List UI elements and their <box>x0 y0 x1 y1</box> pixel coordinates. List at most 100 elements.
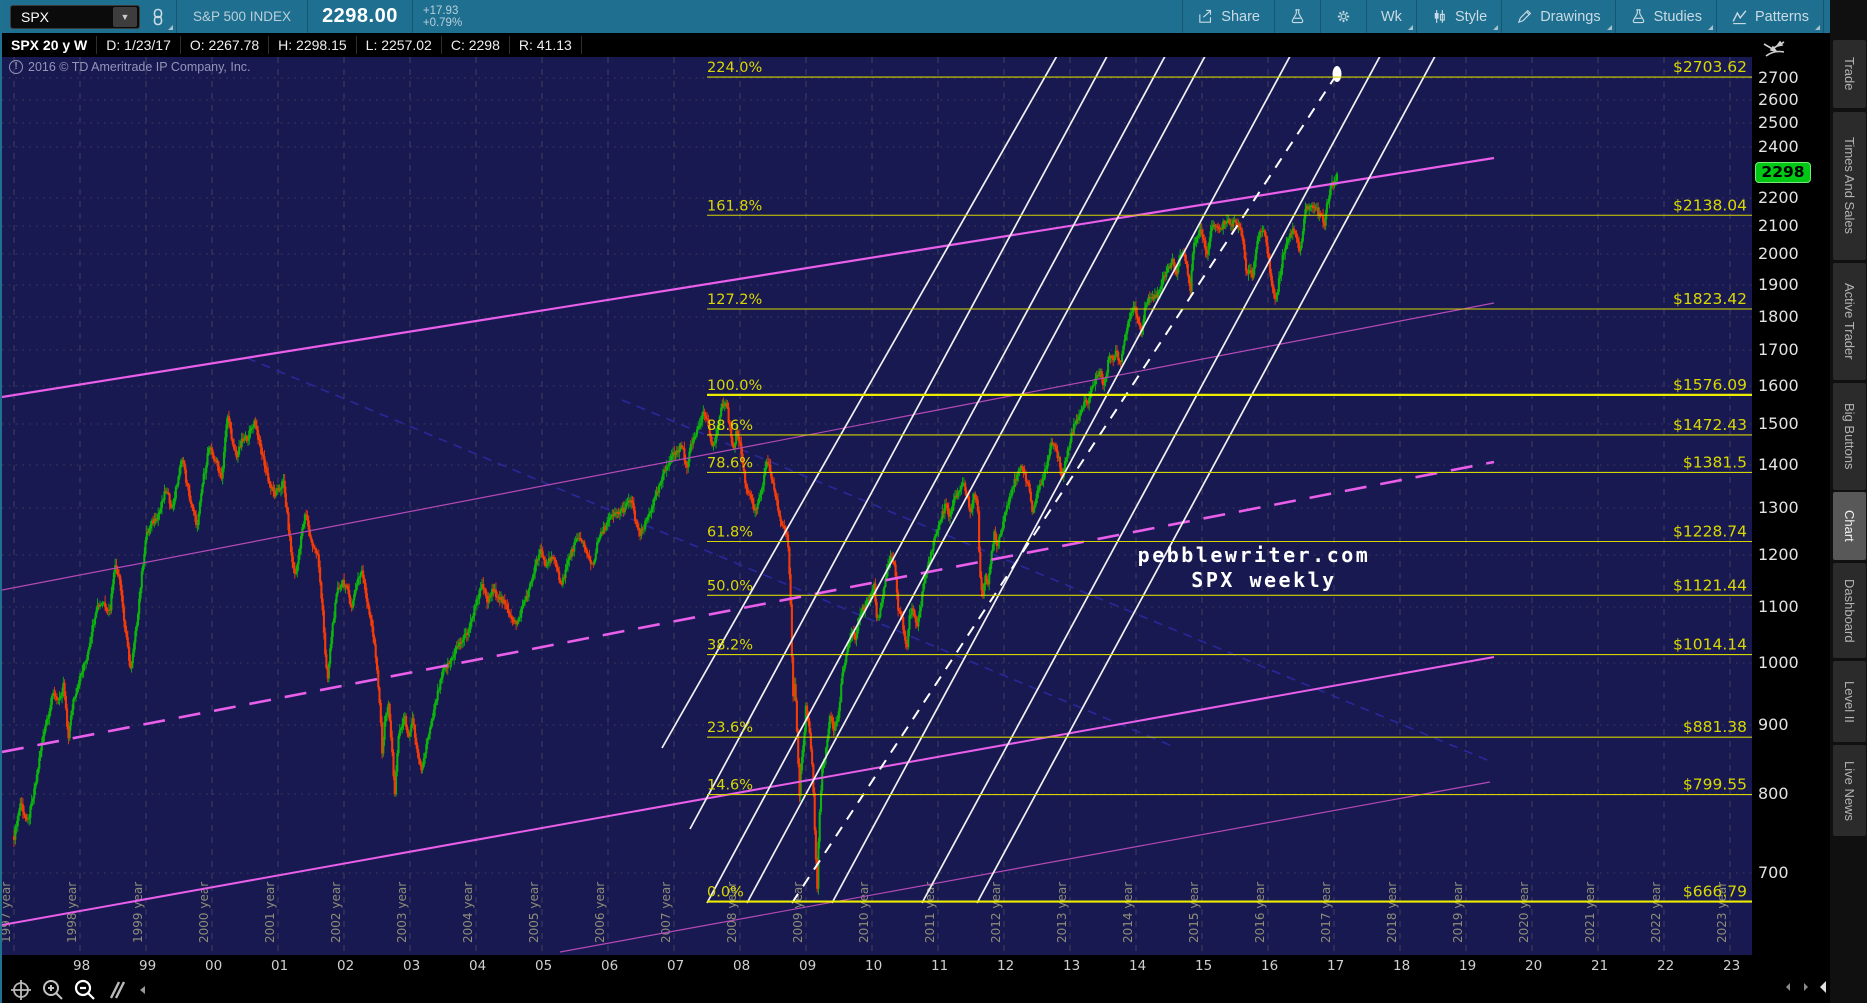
year-gridline-label: 2011 year <box>923 882 937 943</box>
pencil-icon <box>1518 9 1532 24</box>
time-tick-label: 18 <box>1393 958 1411 974</box>
fib-percent-label: 78.6% <box>707 455 753 471</box>
price-axis[interactable]: 2298 2700 2600 2500 2400 2200 2100 2000 1900 180… <box>1752 33 1830 977</box>
symbol-input[interactable]: SPX <box>21 8 50 25</box>
year-gridline-label: 2010 year <box>857 882 871 943</box>
time-axis[interactable]: 98 99 00 01 02 03 04 05 06 07 08 09 10 11 12 13 14 15 16 17… <box>2 955 1752 977</box>
ohlc-field: H: 2298.15 <box>269 36 357 54</box>
page-right-icon[interactable] <box>1801 981 1811 993</box>
time-tick-label: 12 <box>997 958 1015 974</box>
year-gridline-label: 2017 year <box>1319 882 1333 943</box>
time-tick-label: 02 <box>337 958 355 974</box>
sidebar-tab-level-ii[interactable]: Level II <box>1833 661 1866 742</box>
year-gridline-label: 2004 year <box>461 882 475 943</box>
sidebar-tab-trade[interactable]: Trade <box>1833 40 1866 108</box>
ohlc-field: C: 2298 <box>442 36 510 54</box>
patterns-button-label: Patterns <box>1755 8 1809 25</box>
toolbar-divider <box>307 0 309 33</box>
year-gridline-label: 2001 year <box>263 882 277 943</box>
index-name-label: S&P 500 INDEX <box>193 9 292 24</box>
year-gridline-label: 2013 year <box>1055 882 1069 943</box>
year-gridline-label: 2005 year <box>527 882 541 943</box>
axis-fit-icon[interactable] <box>1760 38 1790 62</box>
price-tick-label: 1700 <box>1758 340 1799 359</box>
fib-percent-label: 23.6% <box>707 720 753 736</box>
chain-link-icon <box>153 8 163 25</box>
drawing-endpoint-handle <box>1332 66 1342 82</box>
last-price-label: 2298.00 <box>322 5 398 27</box>
chart-symbol-label: SPX 20 y W <box>2 36 98 54</box>
settings-button[interactable] <box>1320 0 1366 33</box>
price-tick-label: 2100 <box>1758 216 1799 235</box>
sidebar-tab-active-trader[interactable]: Active Trader <box>1833 263 1866 380</box>
sidebar-tab-chart[interactable]: Chart <box>1833 492 1866 560</box>
quick-study-button[interactable] <box>1274 0 1320 33</box>
studies-button-label: Studies <box>1653 8 1702 25</box>
time-tick-label: 03 <box>403 958 421 974</box>
crosshair-tool-button[interactable] <box>8 978 34 1002</box>
fib-price-label: $881.38 <box>1683 718 1747 736</box>
ohlc-field: R: 41.13 <box>510 36 582 54</box>
time-tick-label: 04 <box>469 958 487 974</box>
sidebar-tab-dashboard[interactable]: Dashboard <box>1833 563 1866 658</box>
zoom-in-button[interactable] <box>40 978 66 1002</box>
flask-icon <box>1632 9 1644 24</box>
sidebar-tab-live-news[interactable]: Live News <box>1833 745 1866 836</box>
zoom-out-button[interactable] <box>72 978 98 1002</box>
fib-price-label: $2703.62 <box>1673 58 1747 76</box>
year-gridline-label: 2018 year <box>1385 882 1399 943</box>
chart-canvas[interactable]: ! 2016 © TD Ameritrade IP Company, Inc. … <box>0 46 1752 955</box>
time-tick-label: 10 <box>865 958 883 974</box>
year-gridline-label: 2007 year <box>659 882 673 943</box>
year-gridline-label: 2006 year <box>593 882 607 943</box>
time-tick-label: 14 <box>1129 958 1147 974</box>
fib-percent-label: 100.0% <box>707 378 762 394</box>
year-gridline-label: 1999 year <box>131 882 145 943</box>
year-gridline-label: 2021 year <box>1583 882 1597 943</box>
drawing-tools-button[interactable] <box>104 978 130 1002</box>
watermark-line1: pebblewriter.com <box>1138 543 1371 567</box>
toolbar-button-group: Share Wk Style Drawings Studies Patterns <box>1182 0 1867 33</box>
price-tick-label: 2700 <box>1758 68 1799 87</box>
style-button[interactable]: Style <box>1415 0 1501 33</box>
price-tick-label: 1800 <box>1758 307 1799 326</box>
last-price-badge: 2298 <box>1755 162 1811 183</box>
sidebar-tab-big-buttons[interactable]: Big Buttons <box>1833 383 1866 490</box>
price-tick-label: 700 <box>1758 863 1789 882</box>
year-gridline-label: 2003 year <box>395 882 409 943</box>
time-tick-label: 19 <box>1459 958 1477 974</box>
studies-button[interactable]: Studies <box>1614 0 1716 33</box>
timeframe-button[interactable]: Wk <box>1366 0 1416 33</box>
fib-price-label: $1381.5 <box>1683 453 1747 471</box>
sidebar-tab-label: Dashboard <box>1842 578 1857 643</box>
symbol-combobox[interactable]: SPX ▼ <box>10 4 140 29</box>
page-left-icon[interactable] <box>1783 981 1793 993</box>
fib-percent-label: 50.0% <box>707 578 753 594</box>
patterns-button[interactable]: Patterns <box>1716 0 1823 33</box>
fib-price-label: $1823.42 <box>1673 290 1747 308</box>
collapse-left-icon[interactable] <box>136 983 150 997</box>
fib-price-label: $1576.09 <box>1673 376 1747 394</box>
link-button[interactable] <box>140 0 176 33</box>
symbol-dropdown-caret[interactable]: ▼ <box>113 6 137 27</box>
sidebar-tab-label: Live News <box>1842 760 1857 821</box>
price-tick-label: 1600 <box>1758 376 1799 395</box>
sidebar-tab-times-and-sales[interactable]: Times And Sales <box>1833 112 1866 260</box>
year-gridline-label: 2002 year <box>329 882 343 943</box>
fib-price-label: $1228.74 <box>1673 523 1747 541</box>
share-button[interactable]: Share <box>1182 0 1274 33</box>
year-gridline-label: 2009 year <box>791 882 805 943</box>
fib-percent-label: 224.0% <box>707 60 762 76</box>
year-gridline-label: 1997 year <box>2 882 13 943</box>
axis-pager <box>1783 980 1837 994</box>
time-tick-label: 13 <box>1063 958 1081 974</box>
drawings-button[interactable]: Drawings <box>1501 0 1614 33</box>
price-tick-label: 800 <box>1758 784 1789 803</box>
price-tick-label: 2000 <box>1758 244 1799 263</box>
drawings-button-label: Drawings <box>1540 8 1601 25</box>
flask-icon <box>1291 9 1304 24</box>
fib-price-label: $1472.43 <box>1673 416 1747 434</box>
price-tick-label: 1500 <box>1758 414 1799 433</box>
price-tick-label: 1100 <box>1758 597 1799 616</box>
